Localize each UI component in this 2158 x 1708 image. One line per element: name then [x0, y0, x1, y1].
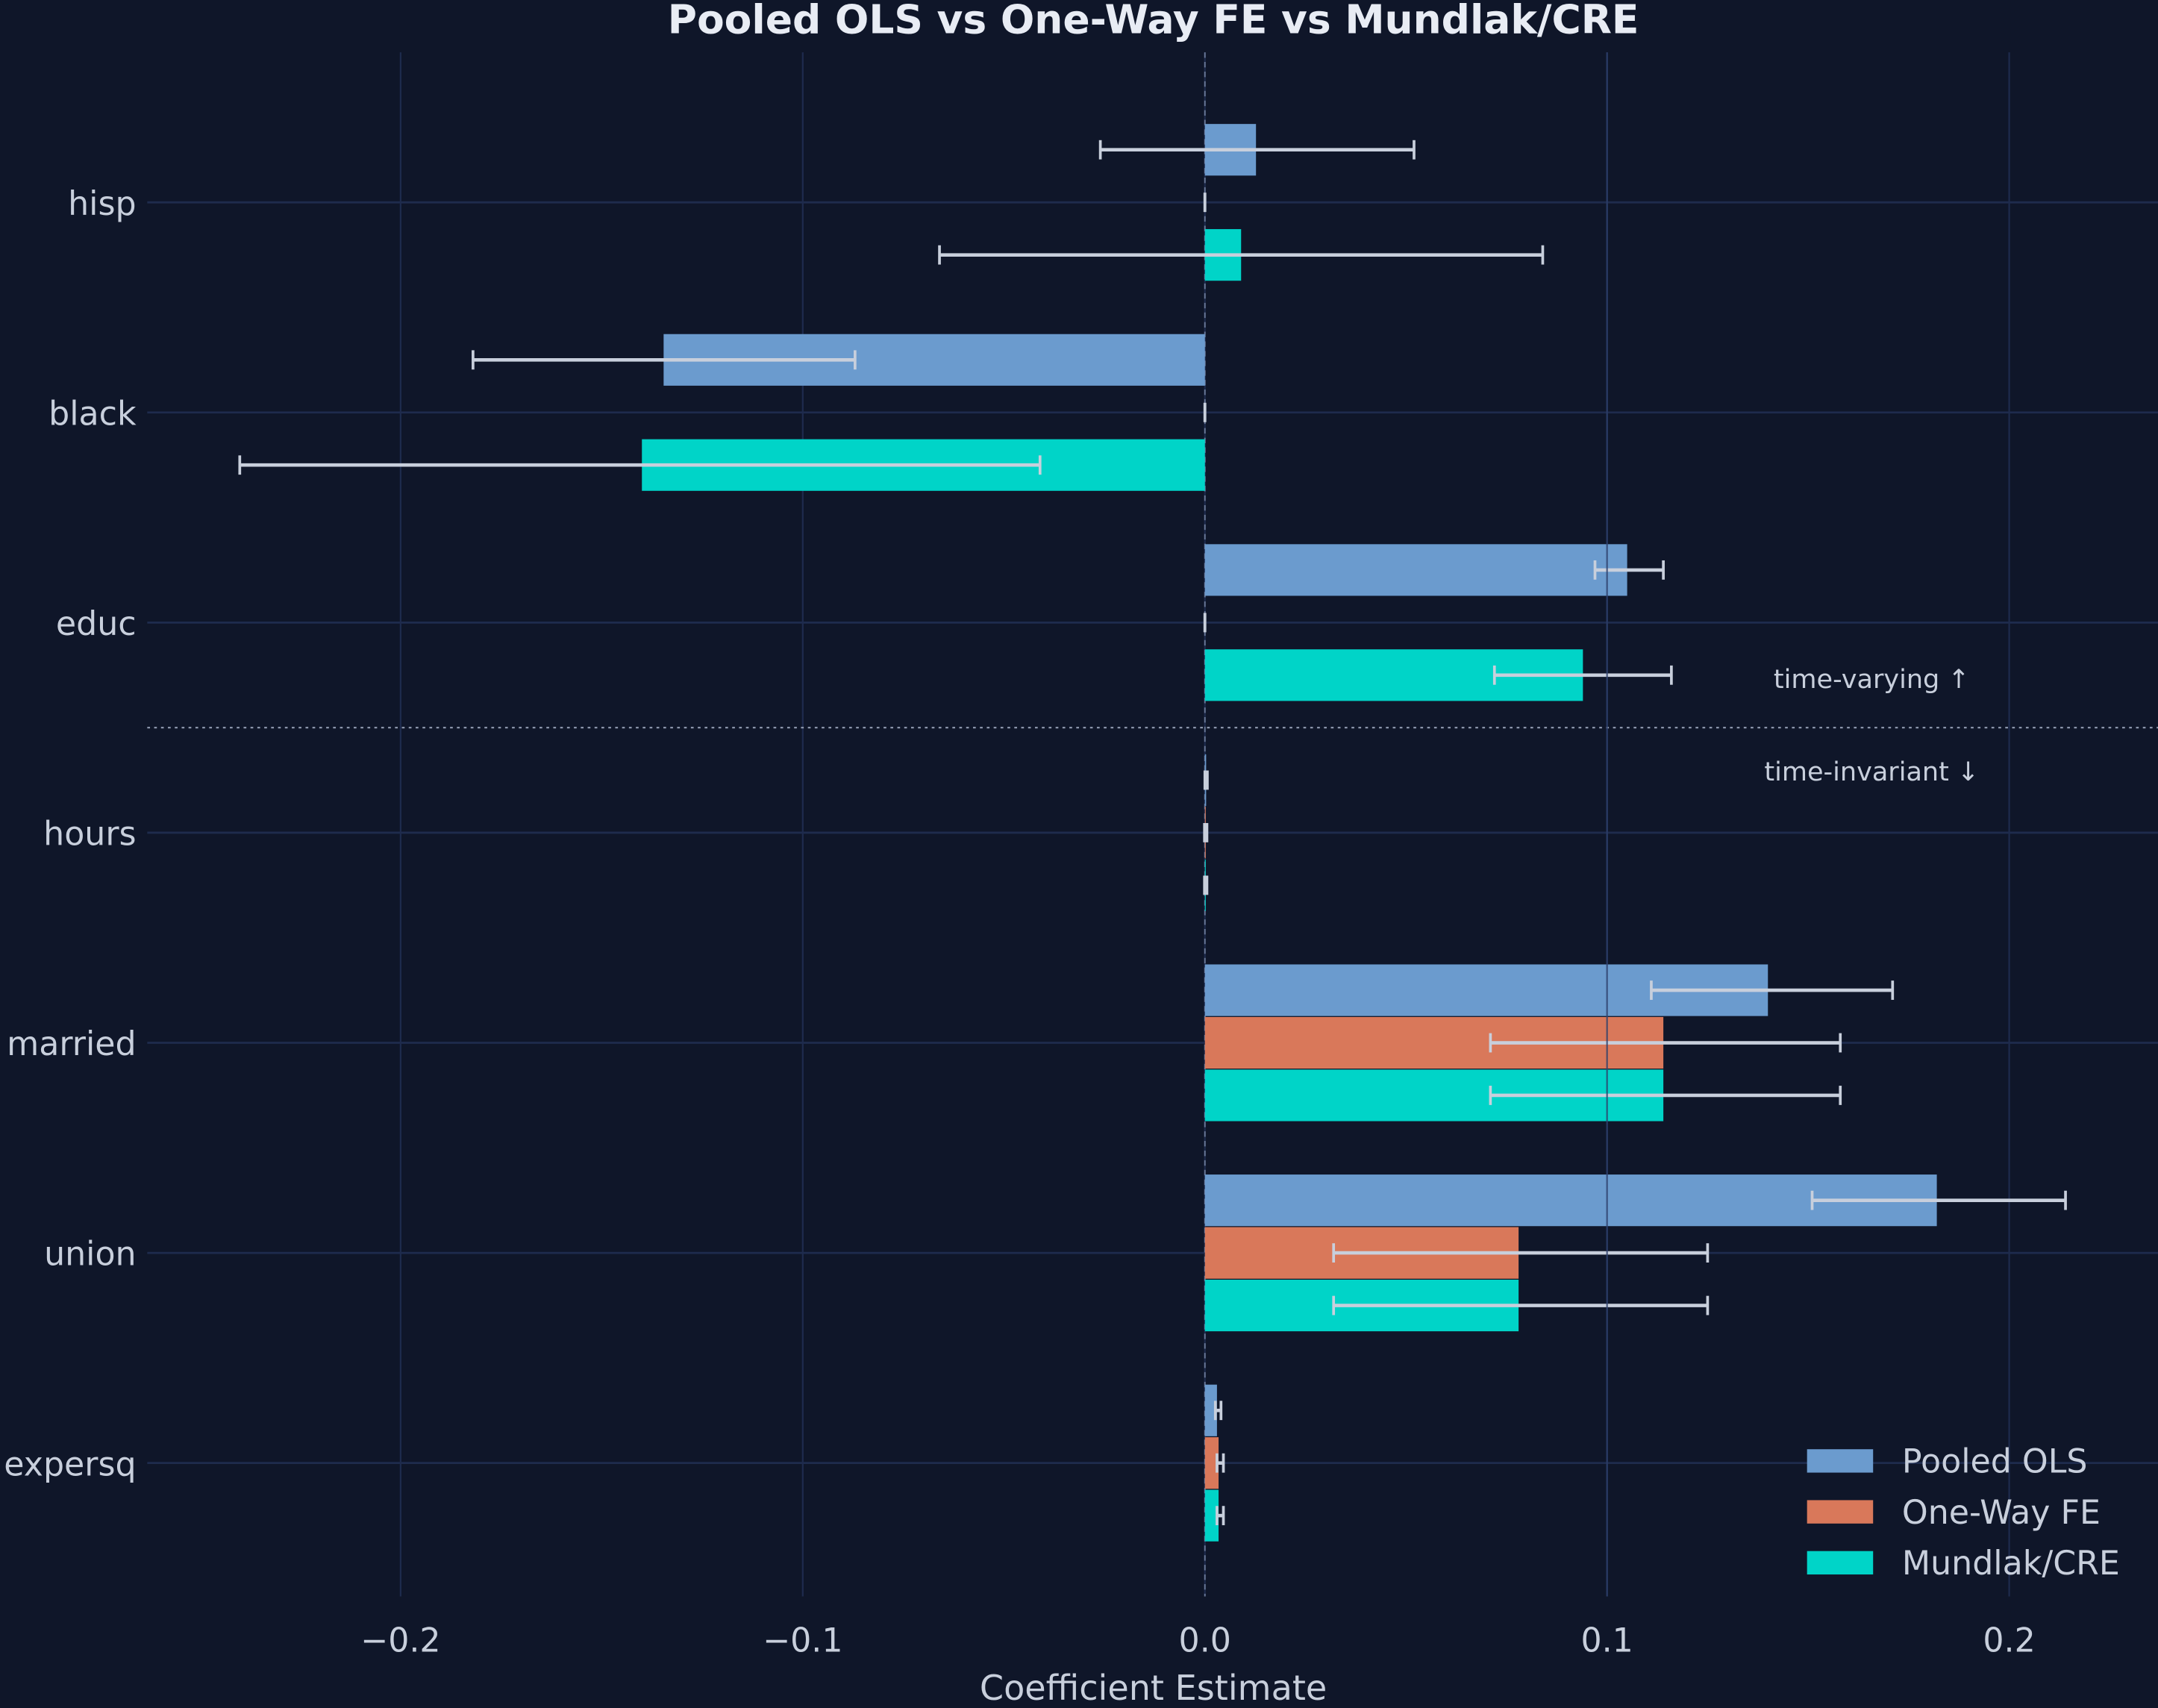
x-tick-label: 0.0	[1179, 1621, 1231, 1659]
y-tick-label: educ	[56, 605, 137, 643]
legend-label: Mundlak/CRE	[1902, 1545, 2120, 1583]
legend: Pooled OLS One-Way FE Mundlak/CRE	[1807, 1443, 2120, 1583]
legend-swatch	[1807, 1500, 1874, 1524]
legend-swatch	[1807, 1551, 1874, 1575]
legend-swatch	[1807, 1449, 1874, 1473]
x-tick-label: −0.2	[360, 1621, 440, 1659]
x-tick-label: −0.1	[763, 1621, 842, 1659]
y-tick-label: black	[49, 395, 137, 433]
annotation-time-varying: time-varying ↑	[1774, 664, 1970, 695]
bar	[1204, 1384, 1217, 1436]
annotation-time-invariant: time-invariant ↓	[1764, 757, 1979, 787]
x-tick-label: 0.2	[1983, 1621, 2035, 1659]
legend-label: Pooled OLS	[1902, 1443, 2088, 1481]
y-tick-label: union	[44, 1236, 137, 1274]
bars	[238, 52, 2067, 1597]
grid	[147, 52, 2158, 1597]
bar	[1204, 1489, 1219, 1542]
y-tick-label: hours	[43, 816, 136, 854]
y-tick-label: hisp	[68, 185, 136, 223]
y-tick-label: married	[7, 1025, 136, 1063]
y-tick-label: expersq	[4, 1445, 136, 1483]
x-tick-label: 0.1	[1580, 1621, 1633, 1659]
axis-ticks: −0.2 −0.1 0.0 0.1 0.2 hisp black educ hours marri…	[4, 185, 2035, 1660]
legend-label: One-Way FE	[1902, 1494, 2101, 1532]
bar	[1204, 1437, 1219, 1489]
x-axis-label: Coefficient Estimate	[980, 1668, 1327, 1708]
chart-title: Pooled OLS vs One-Way FE vs Mundlak/CRE	[668, 0, 1639, 43]
bar	[1204, 544, 1627, 596]
